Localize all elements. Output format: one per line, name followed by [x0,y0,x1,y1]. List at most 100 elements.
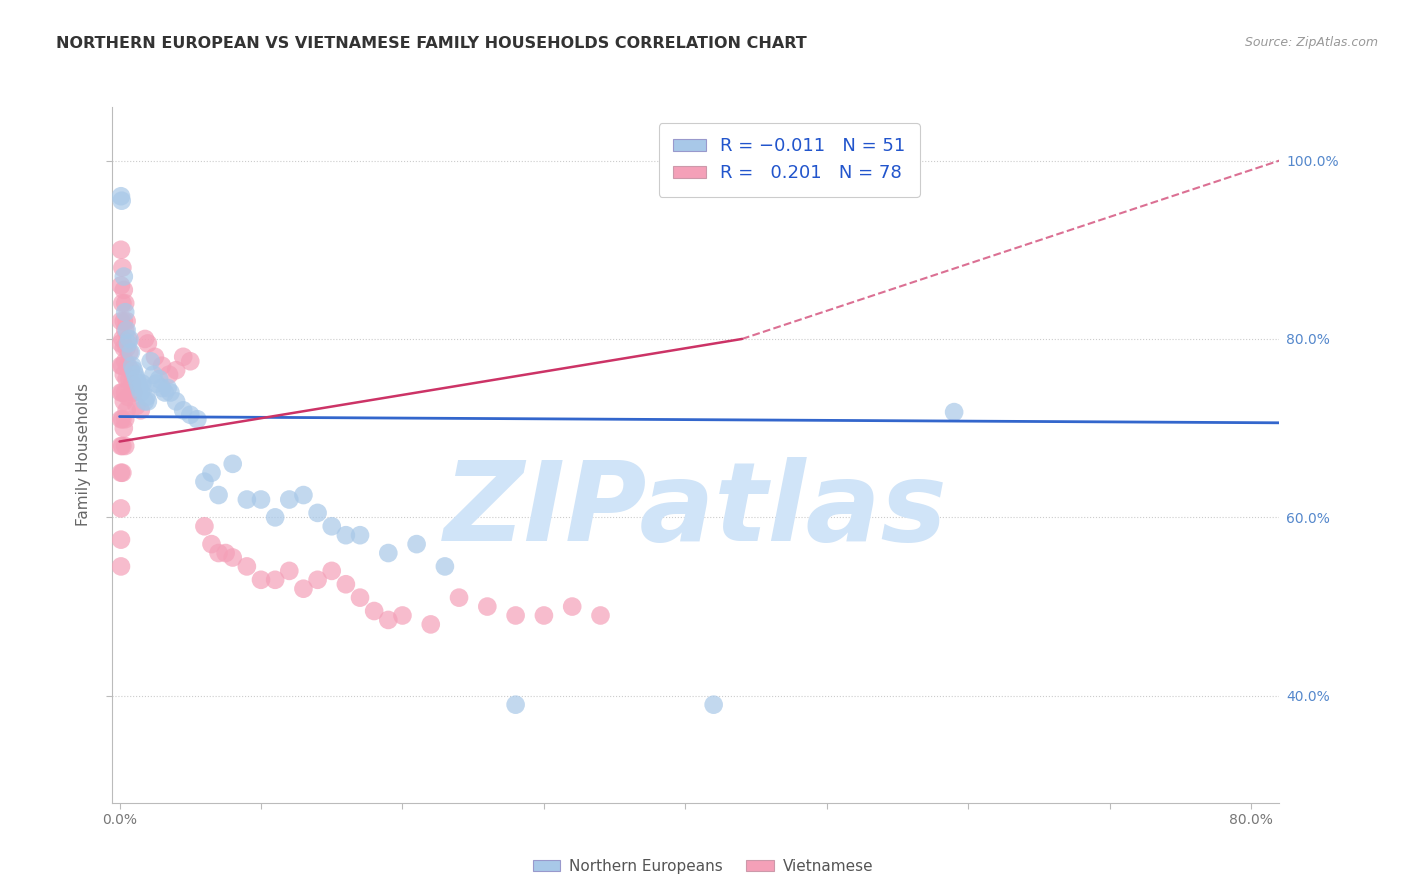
Point [405,537,427,551]
Point [307,573,329,587]
Point [118,345,141,359]
Point [111,296,134,310]
Point [142,368,165,382]
Point [159,385,181,400]
Point [112,368,135,382]
Point [222,457,245,471]
Point [110,412,132,426]
Point [111,385,134,400]
Point [131,376,153,391]
Point [136,394,159,409]
Point [118,332,141,346]
Point [110,278,132,293]
Legend: Northern Europeans, Vietnamese: Northern Europeans, Vietnamese [527,853,879,880]
Point [156,381,179,395]
Point [122,385,145,400]
Point [132,381,155,395]
Point [134,332,156,346]
Point [125,372,148,386]
Point [118,372,141,386]
Point [179,354,201,368]
Point [363,604,385,618]
Point [117,332,139,346]
Point [110,336,132,351]
Point [172,350,194,364]
Point [111,466,134,480]
Point [112,421,135,435]
Point [120,345,142,359]
Point [433,559,456,574]
Point [110,189,132,203]
Point [111,194,134,208]
Point [292,582,315,596]
Point [112,341,135,355]
Point [124,368,146,382]
Point [111,359,134,373]
Point [419,617,441,632]
Point [153,385,176,400]
Point [377,613,399,627]
Point [278,564,301,578]
Legend: R = −0.011   N = 51, R =   0.201   N = 78: R = −0.011 N = 51, R = 0.201 N = 78 [659,123,920,197]
Point [115,314,138,328]
Point [129,385,152,400]
Point [236,559,259,574]
Point [148,372,170,386]
Point [111,260,134,275]
Point [139,354,162,368]
Point [264,510,287,524]
Point [214,546,236,560]
Point [292,488,315,502]
Point [125,399,148,413]
Point [110,559,132,574]
Point [222,550,245,565]
Point [114,385,136,400]
Point [111,412,134,426]
Point [335,528,357,542]
Point [111,439,134,453]
Point [150,381,173,395]
Point [200,537,222,551]
Point [110,243,132,257]
Point [477,599,499,614]
Point [110,385,132,400]
Point [114,412,136,426]
Point [145,376,167,391]
Point [278,492,301,507]
Point [561,599,583,614]
Point [115,403,138,417]
Point [112,283,135,297]
Point [112,269,135,284]
Point [943,405,966,419]
Point [127,376,149,391]
Point [165,363,187,377]
Point [150,359,173,373]
Point [128,381,150,395]
Point [114,305,136,319]
Point [505,608,527,623]
Point [115,372,138,386]
Point [193,519,215,533]
Point [112,394,135,409]
Text: Source: ZipAtlas.com: Source: ZipAtlas.com [1244,36,1378,49]
Point [136,336,159,351]
Y-axis label: Family Households: Family Households [76,384,91,526]
Point [172,403,194,417]
Point [134,394,156,409]
Point [143,350,166,364]
Point [112,314,135,328]
Point [207,546,229,560]
Point [264,573,287,587]
Point [186,412,208,426]
Point [110,533,132,547]
Point [307,506,329,520]
Point [533,608,555,623]
Point [250,492,273,507]
Point [120,363,142,377]
Point [114,354,136,368]
Point [236,492,259,507]
Point [165,394,187,409]
Point [121,376,143,391]
Point [391,608,413,623]
Text: ZIPatlas: ZIPatlas [444,457,948,564]
